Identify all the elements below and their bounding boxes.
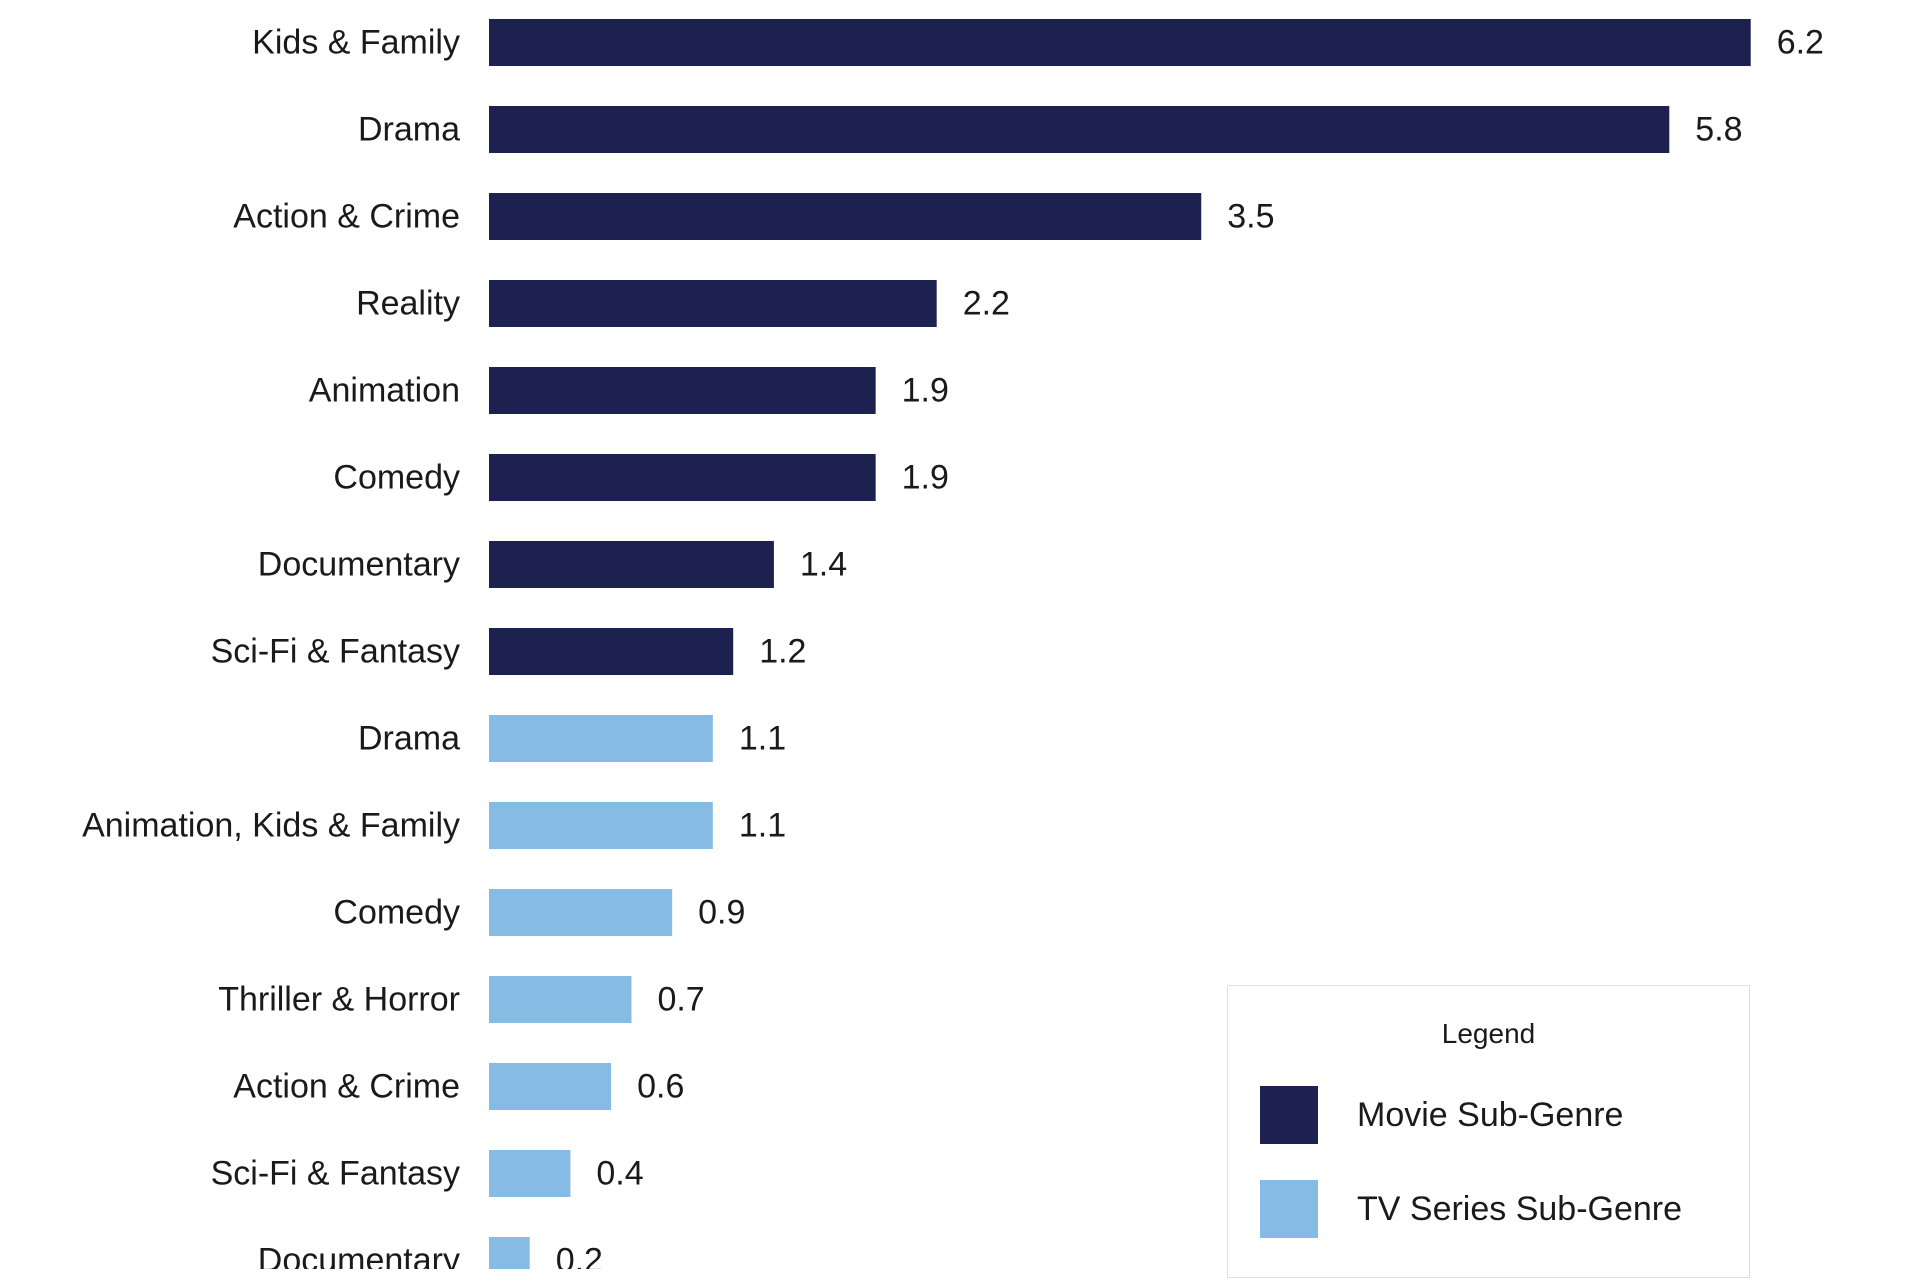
bar-12 [489,1063,612,1110]
legend-item-tv: TV Series Sub-Genre [1260,1180,1682,1238]
value-label-13: 0.4 [596,1155,643,1193]
legend-title: Legend [1441,1018,1536,1049]
bar-1 [489,106,1670,153]
value-label-5: 1.9 [902,459,949,497]
category-label-3: Reality [356,285,460,323]
bar-4 [489,367,876,414]
legend-swatch-movie [1260,1086,1318,1144]
legend: Legend Movie Sub-Genre TV Series Sub-Gen… [1227,985,1750,1278]
bar-13 [489,1150,571,1197]
bar-8 [489,715,713,762]
bar-7 [489,628,734,675]
value-label-8: 1.1 [739,720,786,758]
category-label-0: Kids & Family [252,24,460,62]
category-label-9: Animation, Kids & Family [82,807,460,845]
bar-6 [489,541,774,588]
value-label-0: 6.2 [1777,24,1824,62]
category-label-13: Sci-Fi & Fantasy [211,1155,460,1193]
category-label-7: Sci-Fi & Fantasy [211,633,460,671]
value-label-12: 0.6 [637,1068,684,1106]
category-label-6: Documentary [258,546,460,584]
value-label-7: 1.2 [759,633,806,671]
category-label-2: Action & Crime [233,198,460,236]
category-label-14: Documentary [258,1242,460,1270]
bar-5 [489,454,876,501]
legend-item-movie: Movie Sub-Genre [1260,1086,1623,1144]
bar-3 [489,280,937,327]
value-label-3: 2.2 [963,285,1010,323]
value-label-1: 5.8 [1695,111,1742,149]
category-label-8: Drama [358,720,460,758]
bar-0 [489,19,1751,66]
value-label-11: 0.7 [657,981,704,1019]
legend-label-tv: TV Series Sub-Genre [1357,1189,1683,1228]
value-label-2: 3.5 [1227,198,1274,236]
category-label-12: Action & Crime [233,1068,460,1106]
category-label-10: Comedy [333,894,460,932]
legend-label-movie: Movie Sub-Genre [1357,1095,1624,1134]
bar-14 [489,1237,530,1269]
bar-9 [489,802,713,849]
value-label-9: 1.1 [739,807,786,845]
category-label-5: Comedy [333,459,460,497]
category-label-1: Drama [358,111,460,149]
category-label-11: Thriller & Horror [218,981,460,1019]
value-label-14: 0.2 [556,1242,603,1270]
value-label-6: 1.4 [800,546,847,584]
legend-swatch-tv [1260,1180,1318,1238]
category-label-4: Animation [309,372,460,410]
bar-11 [489,976,632,1023]
value-label-4: 1.9 [902,372,949,410]
value-label-10: 0.9 [698,894,745,932]
bar-2 [489,193,1202,240]
bar-10 [489,889,673,936]
